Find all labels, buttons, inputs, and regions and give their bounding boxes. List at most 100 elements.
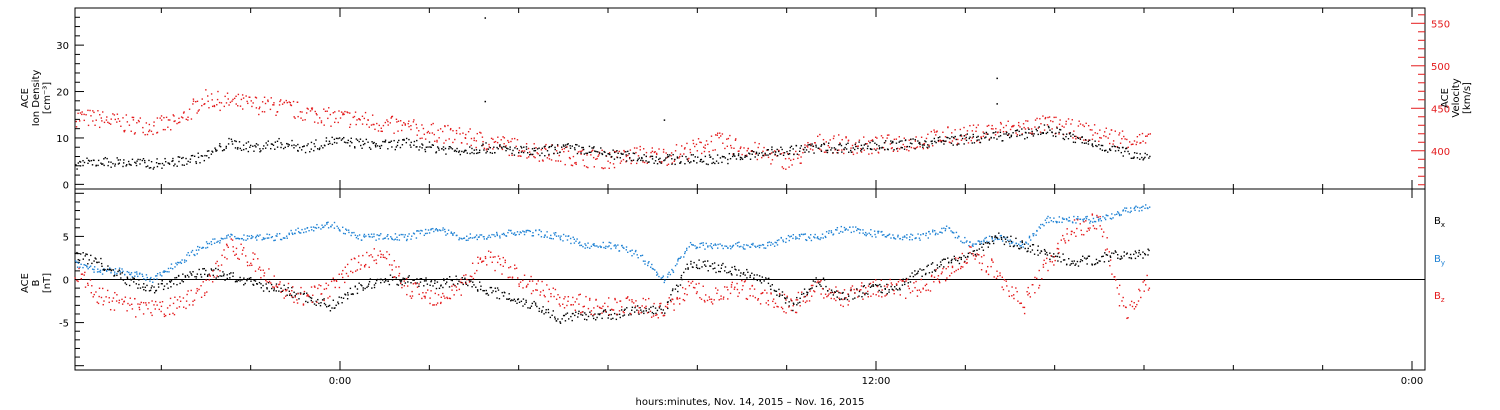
- data-point: [359, 119, 361, 121]
- data-point: [1138, 249, 1140, 252]
- data-point: [126, 277, 129, 280]
- data-point: [373, 235, 375, 238]
- data-point: [971, 142, 973, 144]
- data-point: [97, 159, 100, 162]
- data-point: [567, 143, 569, 145]
- data-point: [555, 160, 557, 162]
- data-point: [243, 148, 245, 151]
- data-point: [438, 137, 440, 139]
- data-point: [785, 168, 787, 170]
- data-point: [631, 255, 633, 257]
- data-point: [511, 152, 513, 155]
- data-point: [255, 146, 257, 148]
- data-point: [868, 140, 870, 142]
- data-point: [522, 151, 525, 154]
- data-point: [977, 240, 979, 242]
- velocity-tick-label: 550: [1431, 19, 1450, 30]
- data-point: [805, 238, 807, 241]
- data-point: [487, 250, 490, 252]
- data-point: [161, 167, 163, 169]
- data-point: [762, 291, 764, 294]
- data-point: [153, 278, 155, 280]
- data-point: [323, 124, 325, 126]
- data-point: [1075, 218, 1078, 220]
- data-point: [592, 149, 594, 151]
- data-point: [421, 143, 423, 145]
- data-point: [612, 163, 615, 165]
- data-point: [740, 157, 743, 159]
- data-point: [832, 137, 835, 140]
- data-point: [121, 298, 123, 301]
- data-point: [340, 139, 343, 141]
- data-point: [512, 149, 514, 152]
- data-point: [353, 231, 355, 234]
- data-point: [416, 146, 418, 148]
- data-point: [1104, 149, 1106, 152]
- data-point: [289, 104, 292, 106]
- data-point: [355, 123, 357, 126]
- data-point: [628, 314, 630, 316]
- data-point: [863, 149, 865, 151]
- data-point: [780, 306, 783, 309]
- data-point: [682, 298, 685, 301]
- data-point: [767, 241, 769, 244]
- data-point: [938, 281, 941, 284]
- data-point: [733, 153, 735, 155]
- data-point: [118, 269, 120, 271]
- data-point: [1035, 128, 1037, 131]
- data-point: [711, 247, 714, 250]
- data-point: [153, 125, 155, 127]
- data-point: [721, 161, 723, 164]
- data-point: [1051, 131, 1053, 134]
- data-point: [969, 246, 971, 248]
- data-point: [550, 292, 552, 295]
- data-point: [347, 275, 349, 277]
- data-point: [527, 307, 529, 309]
- data-point: [539, 294, 541, 296]
- data-point: [450, 231, 453, 233]
- data-point: [1130, 300, 1133, 303]
- data-point: [207, 100, 209, 103]
- data-point: [142, 131, 144, 134]
- data-point: [925, 141, 927, 143]
- data-point: [880, 135, 883, 137]
- data-point: [544, 145, 546, 147]
- data-point: [467, 239, 469, 241]
- data-point: [570, 315, 572, 318]
- data-point: [793, 153, 795, 156]
- data-point: [247, 102, 249, 105]
- data-point: [460, 281, 463, 284]
- data-point: [496, 234, 499, 237]
- data-point: [812, 280, 815, 282]
- data-point: [455, 132, 458, 135]
- data-point: [841, 138, 843, 141]
- data-point: [279, 100, 281, 103]
- data-point: [548, 158, 551, 160]
- data-point: [534, 149, 537, 152]
- data-point: [731, 281, 733, 284]
- data-point: [223, 249, 225, 251]
- data-point: [1036, 230, 1038, 232]
- data-point: [282, 147, 285, 150]
- data-point: [196, 100, 199, 103]
- data-point: [461, 277, 463, 279]
- data-point: [920, 234, 922, 236]
- data-point: [204, 154, 206, 157]
- data-point: [415, 237, 418, 239]
- data-point: [464, 281, 467, 283]
- data-point: [222, 238, 224, 240]
- data-point: [616, 149, 618, 152]
- data-point: [1065, 135, 1067, 138]
- data-point: [452, 233, 454, 235]
- data-point: [582, 148, 585, 151]
- data-point: [117, 270, 119, 273]
- data-point: [813, 236, 815, 238]
- data-point: [712, 158, 714, 160]
- data-point: [671, 158, 673, 160]
- data-point: [930, 130, 933, 133]
- data-point: [436, 281, 439, 283]
- data-point: [548, 288, 550, 291]
- data-point: [531, 280, 534, 282]
- data-point: [82, 252, 84, 254]
- data-point: [362, 289, 364, 291]
